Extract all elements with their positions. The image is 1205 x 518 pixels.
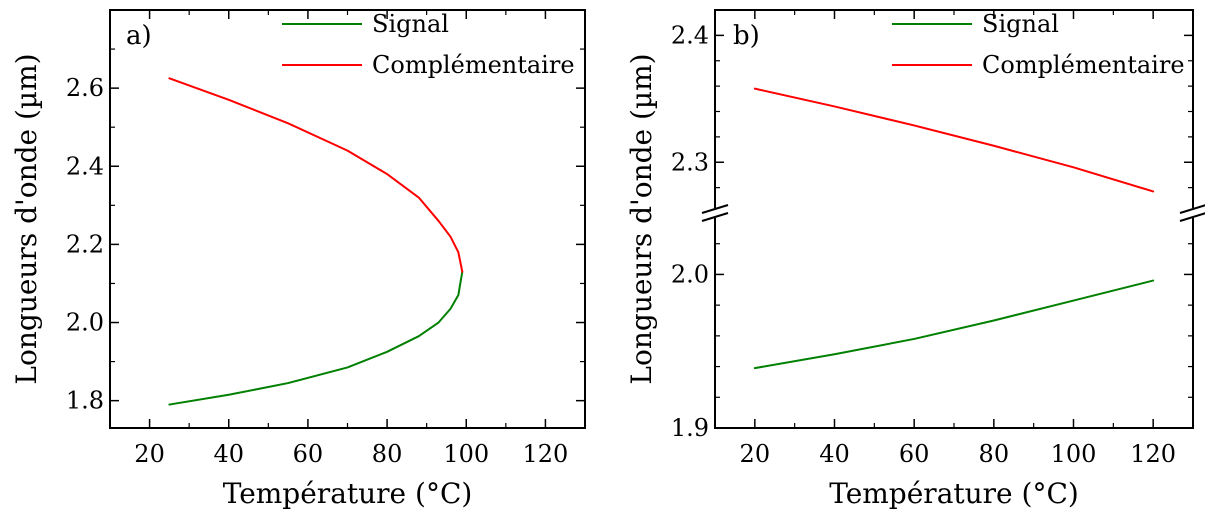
panel-a-y-axis-label: Longueurs d'onde (µm) [10, 53, 43, 384]
panel-b-x-tick-label: 80 [979, 440, 1010, 468]
panel-b-y-axis-label: Longueurs d'onde (µm) [625, 53, 658, 384]
panel-a-y-tick-label: 1.8 [66, 387, 104, 415]
panel-b-y-tick-label-upper: 2.4 [671, 21, 709, 49]
series-line-b-complmentaire [753, 87, 1155, 193]
panel-a-legend-label-1: Complémentaire [372, 51, 575, 79]
panel-b-x-tick-label: 60 [899, 440, 930, 468]
series-line-a-complmentaire [168, 77, 464, 273]
panel-a-y-tick-label: 2.0 [66, 309, 104, 337]
panel-a-y-tick-label: 2.6 [66, 74, 104, 102]
panel-a-x-tick-label: 60 [293, 440, 324, 468]
panel-b-legend-label-1: Complémentaire [982, 51, 1185, 79]
panel-b-axis-break-mark [701, 204, 729, 214]
panel-b-axis-break-gap [1179, 208, 1205, 218]
panel-a-y-tick-label: 2.2 [66, 230, 104, 258]
panel-a-x-tick-label: 80 [372, 440, 403, 468]
panel-b-label: b) [733, 21, 760, 51]
panel-a: 20 40 60 80 100 120 1.8 2.0 2.2 2.4 2.6 a) Signal Com… [10, 9, 586, 510]
panel-b-x-tick-label: 120 [1130, 440, 1176, 468]
panel-b-y-tick-label-lower: 2.0 [671, 260, 709, 288]
panel-b-legend-label-0: Signal [982, 10, 1059, 38]
panel-b-axis-break-mark [1179, 204, 1205, 214]
panel-a-x-tick-label: 40 [213, 440, 244, 468]
panel-b-y-tick-label-lower: 1.9 [671, 414, 709, 442]
panel-b-axis-break-mark [701, 212, 729, 222]
panel-b-x-axis-label: Température (°C) [829, 477, 1079, 510]
panel-a-x-tick-label: 100 [443, 440, 489, 468]
panel-a-x-axis-label: Température (°C) [223, 477, 473, 510]
panel-a-label: a) [126, 21, 152, 51]
panel-b-x-tick-label: 40 [819, 440, 850, 468]
panel-b: 20 40 60 80 100 120 2.3 2.4 1.9 2.0 b) Signal Complé… [625, 9, 1205, 510]
panel-b-y-tick-label-upper: 2.3 [671, 148, 709, 176]
panel-a-y-tick-label: 2.4 [66, 152, 104, 180]
panel-b-x-tick-label: 100 [1051, 440, 1097, 468]
panel-a-x-tick-label: 120 [523, 440, 569, 468]
panel-b-x-tick-label: 20 [740, 440, 771, 468]
panel-b-axis-break-gap [701, 208, 729, 218]
series-line-a-signal [168, 270, 464, 406]
panel-a-x-tick-label: 20 [134, 440, 165, 468]
panel-a-legend-label-0: Signal [372, 10, 449, 38]
series-line-b-signal [753, 279, 1155, 370]
panel-b-axis-break-mark [1179, 212, 1205, 222]
